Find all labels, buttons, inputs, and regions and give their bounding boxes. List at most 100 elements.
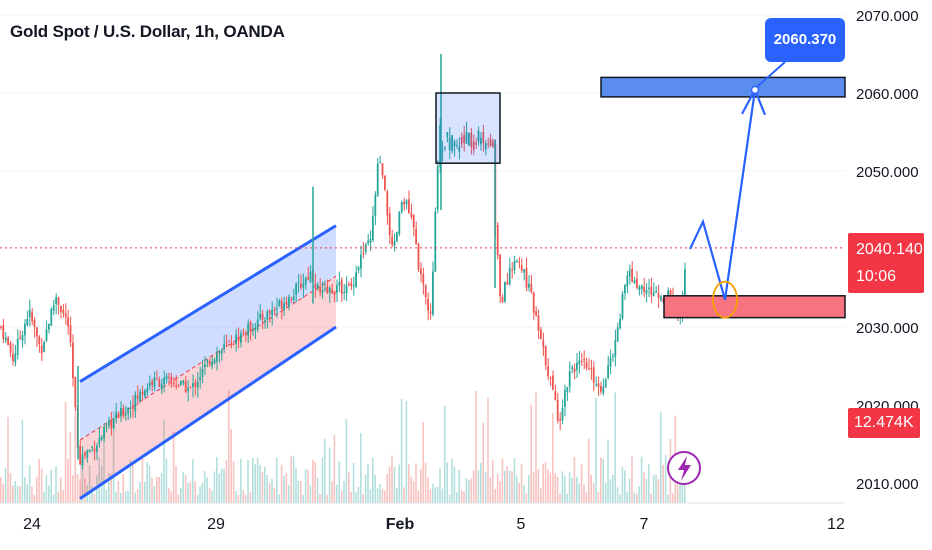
candle-body: [309, 271, 312, 282]
volume-bar: [26, 484, 28, 503]
volume-bar: [148, 465, 151, 503]
volume-bar: [547, 469, 549, 503]
candle-body: [578, 360, 581, 365]
time-axis[interactable]: 24 29 Feb 5 7 12: [23, 516, 845, 533]
candle-body: [115, 412, 117, 419]
candle-body: [14, 353, 17, 363]
volume-bar: [451, 458, 453, 503]
volume-bar: [391, 455, 393, 503]
volume-bar: [369, 489, 372, 503]
volume-bar: [528, 475, 530, 503]
candle-body: [264, 320, 266, 322]
candle-body: [50, 308, 53, 326]
volume-bar: [554, 473, 556, 503]
candle-body: [408, 199, 410, 214]
candle-body: [427, 299, 429, 311]
candle-body: [180, 380, 182, 386]
candle-body: [391, 236, 393, 245]
candle-body: [45, 329, 48, 341]
candle-body: [307, 277, 309, 280]
retest-marker: [712, 280, 738, 319]
volume-bar: [468, 480, 470, 503]
volume-bar: [602, 459, 604, 503]
candle-body: [576, 362, 578, 371]
candle-body: [134, 394, 137, 412]
volume-bar: [614, 392, 616, 503]
volume-bar: [256, 457, 259, 503]
candle-body: [628, 270, 631, 277]
candle-body: [148, 382, 151, 387]
candle-body: [261, 313, 264, 320]
candle-body: [513, 260, 516, 270]
candle-body: [573, 368, 576, 372]
volume-bar: [76, 473, 79, 503]
volume-bar: [530, 404, 532, 503]
candle-body: [400, 201, 403, 213]
volume-bar: [220, 468, 223, 503]
volume-bar: [292, 455, 295, 503]
channel-upper-fill: [80, 225, 336, 441]
volume-bar: [648, 464, 650, 503]
candle-body: [129, 407, 132, 409]
volume-bar: [79, 479, 81, 503]
volume-bar: [223, 468, 225, 503]
candle-body: [422, 273, 425, 285]
candle-body: [379, 162, 381, 164]
candle-body: [324, 288, 326, 290]
volume-bar: [412, 480, 415, 503]
candle-body: [103, 426, 105, 439]
candle-body: [139, 391, 141, 401]
volume-bar: [604, 483, 607, 503]
volume-bar: [52, 494, 55, 503]
volume-bar: [571, 477, 573, 503]
candle-body: [607, 365, 609, 379]
volume-bar: [633, 492, 636, 503]
candle-body: [295, 283, 297, 295]
volume-bar: [578, 483, 580, 503]
candle-body: [204, 364, 206, 368]
volume-bar: [532, 471, 535, 503]
target-point: [750, 85, 760, 95]
candle-body: [621, 293, 624, 319]
volume-bar: [612, 474, 614, 503]
volume-bar: [122, 474, 124, 503]
candle-body: [26, 319, 29, 326]
candle-body: [465, 131, 468, 144]
volume-bar: [266, 474, 268, 503]
volume-bar: [640, 456, 643, 503]
volume-bar: [165, 458, 168, 503]
candle-body: [451, 135, 453, 151]
volume-bar: [463, 491, 465, 503]
candle-body: [271, 310, 273, 316]
volume-bar: [297, 481, 300, 503]
candle-body: [470, 132, 473, 147]
volume-bar: [38, 459, 40, 503]
volume-bar: [112, 410, 115, 503]
volume-bar: [681, 483, 684, 503]
candle-body: [266, 311, 269, 320]
candle-body: [206, 360, 209, 363]
volume-bar: [487, 397, 489, 503]
volume-bar: [376, 488, 379, 503]
candle-body: [230, 343, 233, 346]
volume-bar: [160, 473, 163, 503]
candle-body: [64, 313, 67, 318]
lightning-icon[interactable]: [667, 451, 701, 485]
volume-bar: [357, 486, 360, 503]
volume-bar: [501, 458, 504, 503]
volume-bar: [552, 412, 554, 503]
projection-arrowhead: [741, 89, 756, 115]
volume-bar: [206, 477, 208, 503]
candle-body: [280, 300, 283, 309]
candle-body: [652, 292, 655, 296]
volume-bar: [645, 479, 648, 503]
volume-bar: [24, 476, 26, 503]
volume-bar: [343, 480, 345, 503]
candle-body: [88, 449, 91, 452]
volume-bar: [667, 494, 669, 503]
volume-bar: [312, 459, 314, 503]
candle-body: [460, 137, 463, 145]
volume-bar: [619, 494, 621, 503]
candle-body: [127, 407, 129, 414]
